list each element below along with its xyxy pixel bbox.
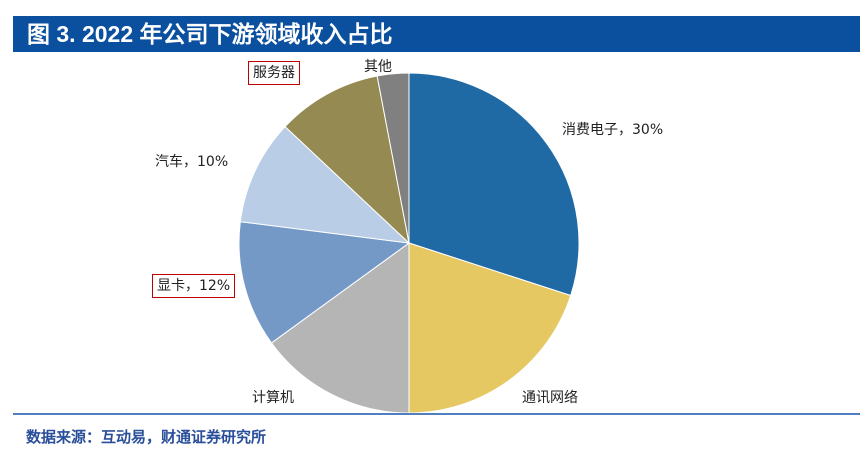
slice-label-server: 服务器 bbox=[248, 61, 300, 85]
pie-slice-2 bbox=[270, 242, 410, 414]
slice-label-consumer-electronics: 消费电子，30% bbox=[562, 122, 664, 138]
pie-slice-1 bbox=[408, 242, 572, 414]
title-bar: 图 3. 2022 年公司下游领域收入占比 bbox=[13, 16, 860, 52]
pie-slice-3 bbox=[238, 221, 411, 344]
slice-label-other: 其他 bbox=[364, 59, 392, 75]
source-note: 数据来源：互动易，财通证券研究所 bbox=[26, 428, 267, 446]
slice-label-telecom-network: 通讯网络 bbox=[522, 390, 578, 406]
slice-label-automotive: 汽车，10% bbox=[155, 154, 229, 170]
pie-slice-4 bbox=[239, 125, 411, 244]
chart-title: 图 3. 2022 年公司下游领域收入占比 bbox=[27, 21, 393, 47]
pie-slice-6 bbox=[376, 72, 410, 244]
slice-label-computer: 计算机 bbox=[252, 390, 294, 406]
slice-label-graphics-card: 显卡，12% bbox=[152, 274, 236, 298]
pie-slice-5 bbox=[284, 75, 410, 245]
footer-divider bbox=[13, 413, 860, 415]
pie-slice-0 bbox=[408, 72, 580, 297]
